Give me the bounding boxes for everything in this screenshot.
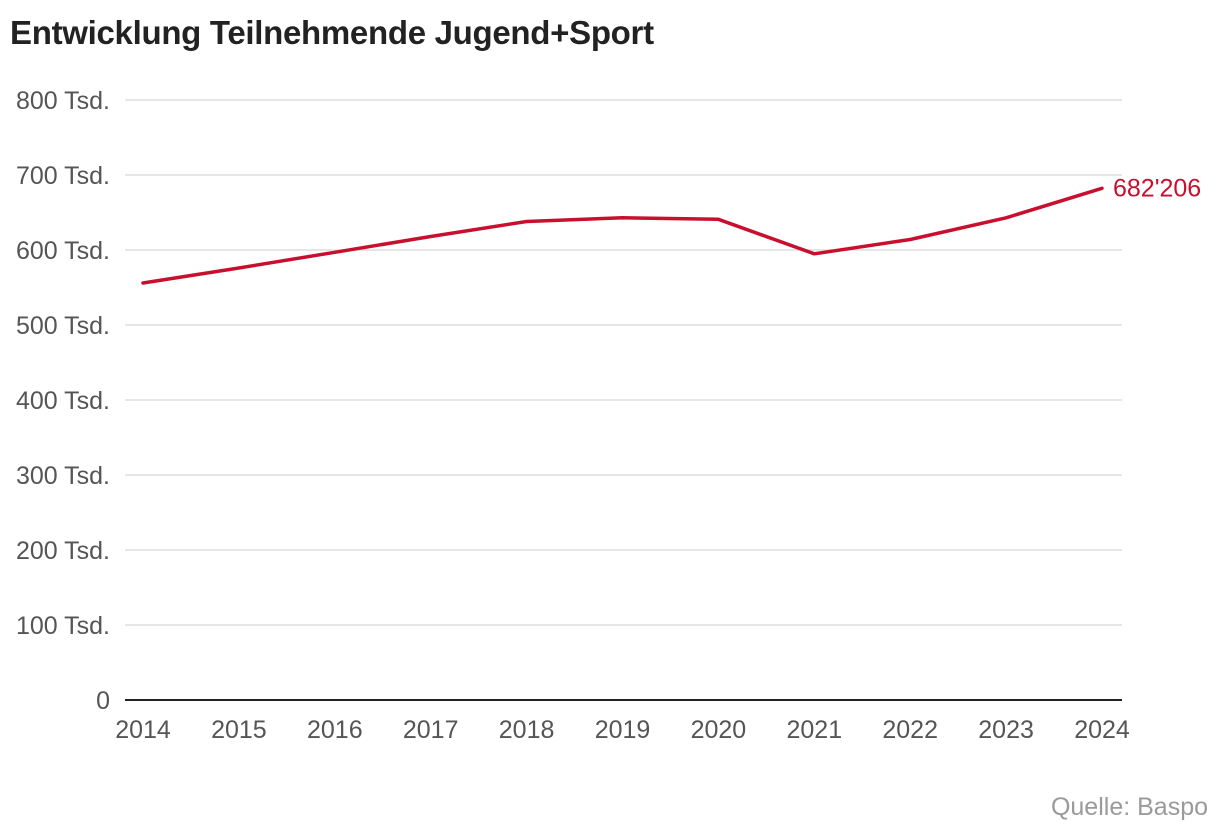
x-tick-label: 2023 (978, 716, 1034, 744)
y-axis-tick-labels: 0 100 Tsd. 200 Tsd. 300 Tsd. 400 Tsd. 500 Tsd… (16, 87, 110, 715)
series-lines (141, 186, 1104, 285)
data-labels: 682'206 (1113, 174, 1201, 202)
y-tick-label: 100 Tsd. (16, 612, 110, 640)
x-tick-label: 2016 (307, 716, 363, 744)
x-tick-label: 2021 (786, 716, 842, 744)
end-value-label: 682'206 (1113, 174, 1201, 202)
y-tick-label: 700 Tsd. (16, 162, 110, 190)
x-tick-label: 2014 (115, 716, 171, 744)
y-tick-label: 400 Tsd. (16, 387, 110, 415)
x-axis-tick-labels: 2014 2015 2016 2017 2018 2019 2020 2021 2022 2023… (115, 716, 1130, 744)
grid-lines (125, 99, 1122, 626)
y-tick-label: 200 Tsd. (16, 537, 110, 565)
series-line (141, 186, 1104, 285)
chart-title: Entwicklung Teilnehmende Jugend+Sport (10, 14, 654, 51)
x-tick-label: 2022 (882, 716, 938, 744)
x-tick-label: 2015 (211, 716, 267, 744)
y-tick-label: 800 Tsd. (16, 87, 110, 115)
y-tick-label: 500 Tsd. (16, 312, 110, 340)
y-tick-label: 600 Tsd. (16, 237, 110, 265)
x-tick-label: 2017 (403, 716, 459, 744)
x-tick-label: 2018 (499, 716, 555, 744)
x-tick-label: 2020 (691, 716, 747, 744)
source-note: Quelle: Baspo (1050, 793, 1208, 821)
y-tick-label: 300 Tsd. (16, 462, 110, 490)
x-tick-label: 2024 (1074, 716, 1130, 744)
x-tick-label: 2019 (595, 716, 651, 744)
y-tick-label: 0 (96, 687, 110, 715)
